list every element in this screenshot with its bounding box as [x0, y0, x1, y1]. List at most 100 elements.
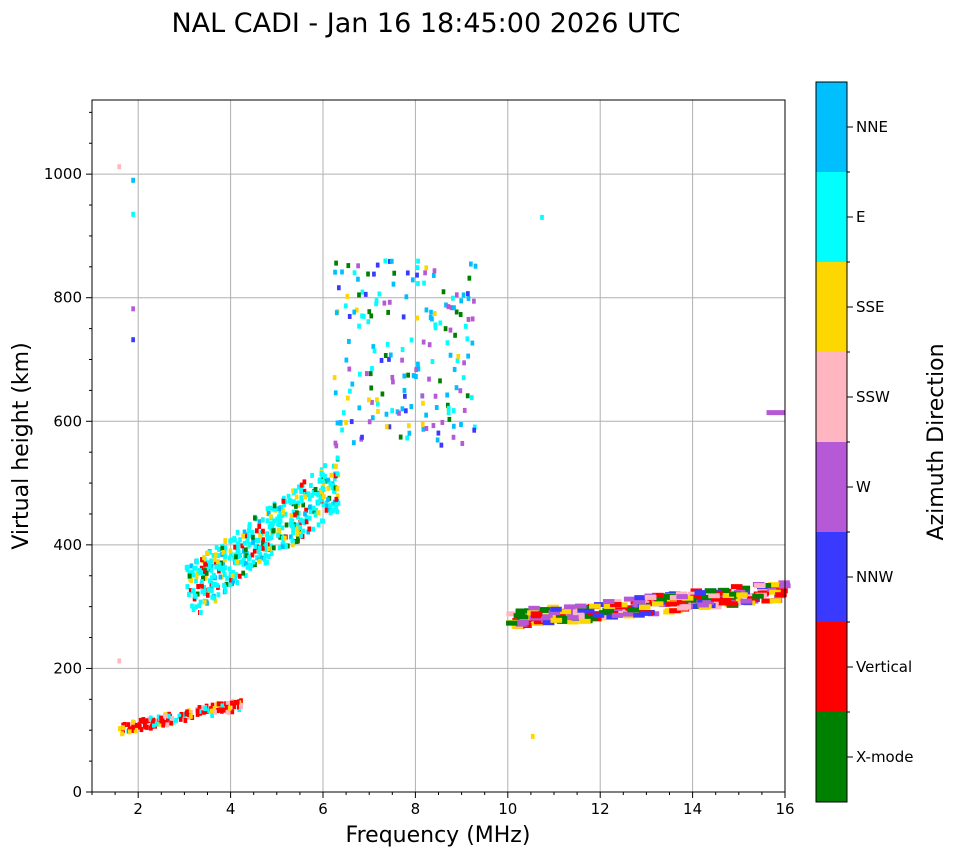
echo-point: [307, 515, 312, 521]
echo-point: [585, 615, 598, 621]
echo-point: [207, 578, 212, 584]
echo-point: [430, 316, 434, 322]
echo-point: [388, 352, 393, 358]
echo-point: [392, 270, 397, 276]
echo-point: [248, 565, 253, 571]
echo-point: [281, 498, 286, 504]
echo-point: [307, 496, 312, 502]
echo-point: [610, 602, 622, 608]
echo-point: [715, 593, 728, 599]
echo-point: [416, 258, 420, 264]
echo-point: [385, 341, 390, 347]
echo-point: [548, 610, 561, 616]
echo-point: [228, 572, 233, 578]
echo-point: [161, 722, 166, 728]
echo-point: [245, 538, 250, 544]
echo-point: [455, 358, 460, 364]
echo-point: [244, 553, 249, 559]
echo-point: [139, 727, 144, 733]
echo-point: [602, 599, 615, 605]
echo-point: [454, 309, 459, 315]
echo-point: [336, 500, 341, 506]
echo-point: [193, 593, 198, 599]
echo-point: [356, 263, 360, 269]
echo-point: [332, 476, 337, 482]
echo-point: [253, 562, 257, 568]
echo-point: [453, 332, 457, 338]
echo-point: [166, 713, 171, 719]
echo-point: [223, 588, 228, 594]
echo-point: [360, 434, 364, 440]
echo-point: [223, 557, 227, 563]
echo-point: [269, 543, 273, 549]
echo-point: [177, 713, 182, 719]
echo-point: [369, 313, 374, 319]
echo-point: [348, 388, 352, 394]
echo-point: [400, 347, 405, 353]
echo-point: [282, 502, 287, 508]
echo-point: [411, 373, 416, 379]
echo-point: [223, 565, 227, 571]
echo-point: [383, 258, 388, 264]
echo-point: [278, 534, 283, 540]
echo-point: [466, 291, 470, 297]
echo-point: [357, 323, 361, 329]
x-tick-label: 4: [226, 800, 236, 818]
echo-point: [225, 575, 229, 581]
echo-point: [341, 410, 346, 416]
echo-point: [374, 301, 378, 307]
colorbar-tick-label: X-mode: [856, 748, 913, 766]
echo-point: [224, 581, 229, 587]
echo-point: [323, 463, 328, 469]
echo-point: [615, 602, 628, 608]
echo-point: [245, 564, 250, 570]
echo-point: [436, 430, 441, 436]
echo-point: [283, 535, 287, 541]
echo-point: [293, 512, 297, 518]
echo-point: [170, 715, 175, 721]
echo-point: [291, 530, 295, 536]
echo-point: [278, 509, 283, 515]
echo-point: [338, 420, 343, 426]
echo-point: [421, 339, 426, 345]
echo-point: [235, 580, 240, 586]
echo-point: [288, 499, 293, 505]
echo-point: [461, 375, 466, 381]
echo-point: [410, 277, 415, 283]
echo-point: [277, 506, 281, 512]
echo-point: [313, 512, 318, 518]
echo-point: [230, 573, 235, 579]
echo-point: [238, 537, 242, 543]
echo-point: [117, 658, 122, 664]
echo-point: [432, 268, 437, 274]
echo-point: [566, 611, 578, 617]
echo-point: [117, 726, 122, 732]
echo-point: [334, 496, 339, 502]
echo-point: [335, 471, 340, 477]
echo-point: [711, 596, 723, 602]
echo-point: [382, 300, 387, 306]
echo-point: [335, 486, 340, 492]
echo-point: [460, 440, 465, 446]
echo-point: [401, 314, 406, 320]
echo-point: [215, 582, 220, 588]
echo-point: [207, 563, 212, 569]
echo-point: [235, 559, 240, 565]
echo-point: [280, 535, 285, 541]
echo-point: [263, 560, 268, 566]
echo-point: [627, 607, 640, 613]
echo-point: [213, 581, 218, 587]
echo-point: [158, 721, 162, 727]
echo-point: [233, 575, 238, 581]
echo-point: [216, 707, 220, 713]
echo-point: [441, 289, 446, 295]
echo-point: [189, 710, 193, 716]
echo-point: [222, 572, 227, 578]
echo-point: [402, 387, 407, 393]
echo-point: [235, 529, 240, 535]
echo-point: [281, 509, 285, 515]
echo-point: [611, 612, 624, 618]
echo-point: [354, 307, 359, 313]
echo-point: [506, 620, 518, 626]
echo-point: [316, 522, 321, 528]
